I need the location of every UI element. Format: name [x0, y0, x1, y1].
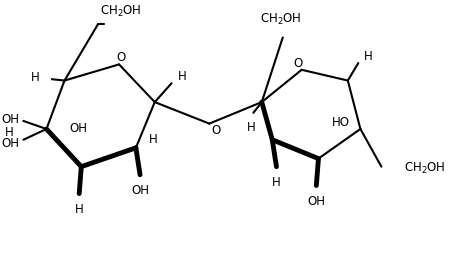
Text: OH: OH: [1, 113, 19, 126]
Text: OH: OH: [1, 137, 19, 150]
Text: HO: HO: [331, 116, 349, 129]
Text: CH$_2$OH: CH$_2$OH: [100, 4, 142, 19]
Text: CH$_2$OH: CH$_2$OH: [404, 160, 445, 175]
Text: H: H: [363, 50, 372, 63]
Text: H: H: [148, 133, 157, 146]
Text: OH: OH: [69, 122, 87, 136]
Text: O: O: [211, 124, 220, 137]
Text: OH: OH: [131, 184, 149, 197]
Text: H: H: [246, 121, 255, 134]
Text: H: H: [177, 70, 186, 83]
Text: O: O: [116, 51, 125, 64]
Text: O: O: [293, 57, 302, 70]
Text: H: H: [31, 72, 39, 84]
Text: H: H: [272, 176, 280, 189]
Text: H: H: [75, 203, 83, 216]
Text: H: H: [5, 126, 14, 139]
Text: CH$_2$OH: CH$_2$OH: [259, 12, 301, 27]
Text: OH: OH: [307, 195, 325, 208]
